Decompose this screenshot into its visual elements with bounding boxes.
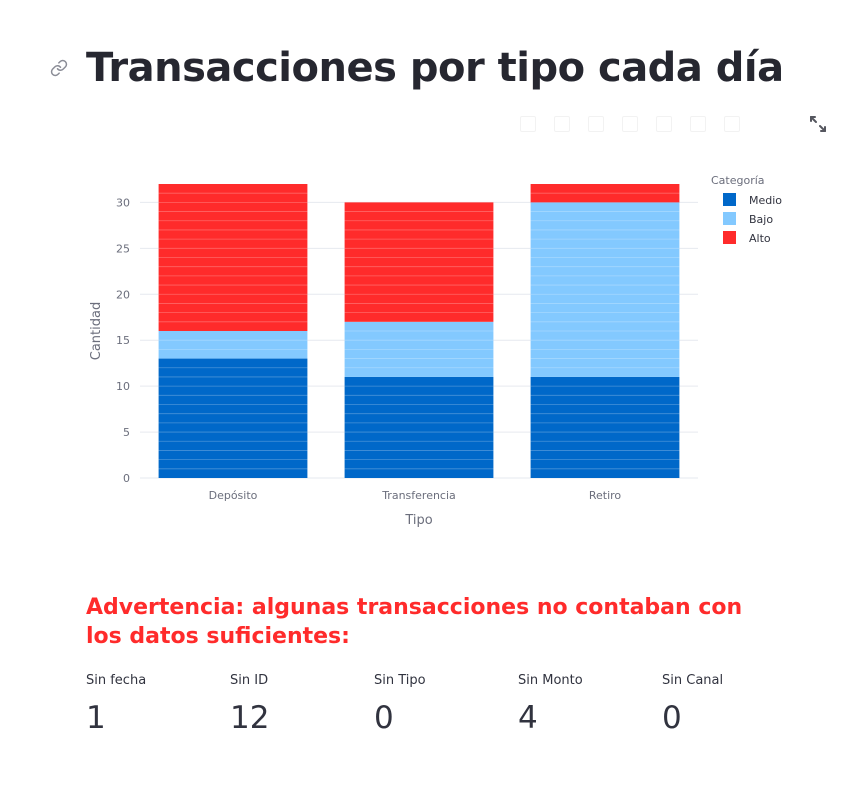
metric-value: 12: [230, 700, 270, 736]
pan-icon[interactable]: [588, 116, 604, 132]
bar-bajo[interactable]: [158, 331, 308, 359]
zoom-out-icon[interactable]: [656, 116, 672, 132]
fullscreen-expand-icon[interactable]: [808, 114, 828, 134]
y-tick-label: 15: [116, 334, 130, 347]
metrics-row: Sin fecha 1 Sin ID 12 Sin Tipo 0 Sin Mon…: [86, 672, 806, 736]
zoom-in-icon[interactable]: [622, 116, 638, 132]
bar-medio[interactable]: [530, 376, 680, 478]
x-tick-label: Depósito: [209, 489, 258, 502]
metric-sin-fecha: Sin fecha 1: [86, 672, 230, 736]
metric-value: 4: [518, 700, 538, 736]
bar-medio[interactable]: [344, 376, 494, 478]
metric-label: Sin Tipo: [374, 673, 426, 688]
legend-item-label: Alto: [749, 232, 771, 245]
metric-label: Sin Canal: [662, 673, 724, 688]
bar-alto[interactable]: [344, 202, 494, 322]
stacked-bar-chart[interactable]: 0 5 10 15 20 25 30 Depósito Transferencia Retiro T…: [0, 140, 864, 540]
metric-sin-canal: Sin Canal 0: [662, 672, 806, 736]
y-axis-title: Cantidad: [89, 302, 104, 360]
y-tick-label: 20: [116, 288, 130, 301]
metric-label: Sin Monto: [518, 673, 583, 688]
y-tick-label: 5: [123, 426, 130, 439]
legend-title: Categoría: [711, 174, 765, 187]
bar-bajo[interactable]: [344, 321, 494, 377]
metric-sin-id: Sin ID 12: [230, 672, 374, 736]
warning-message: Advertencia: algunas transacciones no co…: [86, 595, 743, 649]
metric-sin-tipo: Sin Tipo 0: [374, 672, 518, 736]
legend-swatch: [723, 193, 736, 206]
metric-label: Sin fecha: [86, 673, 147, 688]
metric-value: 0: [374, 700, 394, 736]
y-tick-label: 10: [116, 380, 130, 393]
title-row: Transacciones por tipo cada día: [48, 40, 784, 96]
metric-label: Sin ID: [230, 673, 269, 688]
bar-alto[interactable]: [158, 184, 308, 331]
legend-swatch: [723, 231, 736, 244]
reset-axes-icon[interactable]: [724, 116, 740, 132]
legend-swatch: [723, 212, 736, 225]
x-tick-label: Transferencia: [381, 489, 456, 502]
metric-value: 0: [662, 700, 682, 736]
x-axis-title: Tipo: [404, 513, 432, 528]
metric-value: 1: [86, 700, 106, 736]
bar-bajo[interactable]: [530, 202, 680, 377]
camera-icon[interactable]: [520, 116, 536, 132]
bar-medio[interactable]: [158, 358, 308, 478]
y-tick-label: 30: [116, 196, 130, 209]
chart-modebar[interactable]: [520, 116, 740, 132]
x-tick-label: Retiro: [589, 489, 622, 502]
legend-item-label: Bajo: [749, 213, 773, 226]
bar-alto[interactable]: [530, 184, 680, 203]
zoom-icon[interactable]: [554, 116, 570, 132]
autoscale-icon[interactable]: [690, 116, 706, 132]
legend-item-label: Medio: [749, 194, 782, 207]
y-tick-label: 25: [116, 242, 130, 255]
page-title: Transacciones por tipo cada día: [86, 45, 784, 91]
link-icon[interactable]: [48, 57, 70, 79]
metric-sin-monto: Sin Monto 4: [518, 672, 662, 736]
y-tick-label: 0: [123, 472, 130, 485]
